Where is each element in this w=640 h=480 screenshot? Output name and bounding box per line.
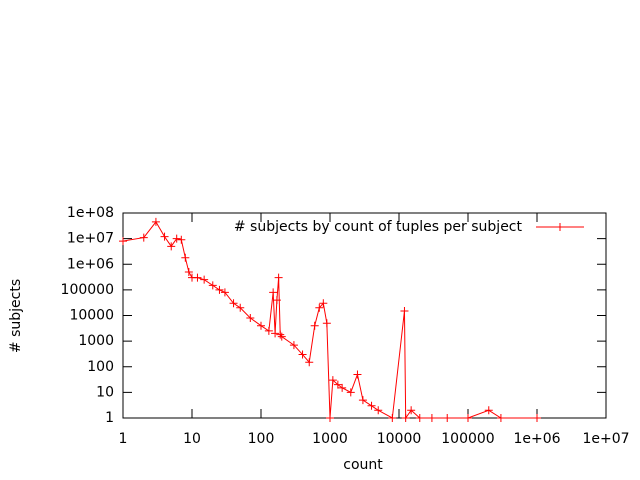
point <box>374 406 383 415</box>
y-tick-label: 1e+06 <box>67 256 114 272</box>
point <box>271 329 280 338</box>
point <box>119 237 127 246</box>
x-tick-label: 1000 <box>312 431 348 447</box>
x-tick-label: 10000 <box>377 431 422 447</box>
point <box>200 275 209 284</box>
x-tick-label: 100000 <box>441 431 494 447</box>
y-tick-label: 10 <box>96 384 114 400</box>
point <box>333 380 342 389</box>
point <box>139 233 148 242</box>
point <box>236 303 245 312</box>
x-tick-label: 100 <box>248 431 275 447</box>
point <box>400 306 409 315</box>
point <box>272 296 281 305</box>
point <box>319 299 328 308</box>
y-tick-label: 1 <box>105 410 114 426</box>
point <box>229 299 238 308</box>
point <box>496 414 505 422</box>
point <box>246 313 255 322</box>
point <box>264 326 273 335</box>
point <box>326 414 334 422</box>
point <box>322 319 331 328</box>
point <box>328 376 337 385</box>
y-tick-label: 1000 <box>78 333 114 349</box>
x-tick-label: 1 <box>119 431 128 447</box>
y-tick-label: 100000 <box>61 282 114 298</box>
point <box>193 273 202 282</box>
y-tick-label: 1e+07 <box>67 231 114 247</box>
point <box>338 383 347 392</box>
point <box>358 396 367 405</box>
x-axis-label: count <box>343 457 383 473</box>
point <box>160 232 169 241</box>
point <box>181 253 190 262</box>
point <box>172 234 181 243</box>
point <box>269 288 278 297</box>
y-tick-label: 100 <box>87 359 114 375</box>
point <box>274 273 283 282</box>
point <box>388 414 397 422</box>
point <box>277 332 286 341</box>
point <box>305 358 314 367</box>
point <box>401 414 410 422</box>
x-tick-label: 1e+06 <box>513 431 560 447</box>
x-tick-label: 10 <box>183 431 201 447</box>
point <box>276 330 285 339</box>
series-line <box>122 220 537 420</box>
point <box>151 217 160 226</box>
point <box>184 267 193 276</box>
legend-label: # subjects by count of tuples per subjec… <box>234 219 523 235</box>
y-axis-label: # subjects <box>8 279 24 353</box>
point <box>177 235 186 244</box>
point <box>315 303 324 312</box>
point <box>407 406 416 415</box>
point <box>289 341 298 350</box>
point <box>220 288 229 297</box>
point <box>208 281 217 290</box>
y-tick-label: 10000 <box>69 308 114 324</box>
plot-border <box>122 212 607 419</box>
x-tick-label: 1e+07 <box>582 431 629 447</box>
point <box>556 223 564 231</box>
point <box>533 414 541 422</box>
point <box>415 414 424 422</box>
point <box>257 321 265 330</box>
point <box>367 401 376 410</box>
y-tick-label: 1e+08 <box>67 205 114 221</box>
point <box>353 370 362 379</box>
point <box>215 285 224 294</box>
point <box>484 406 493 415</box>
point <box>464 414 472 422</box>
point <box>346 388 355 397</box>
point <box>443 414 452 422</box>
point <box>298 350 307 359</box>
point <box>310 321 319 330</box>
point <box>167 242 176 251</box>
point <box>427 414 436 422</box>
